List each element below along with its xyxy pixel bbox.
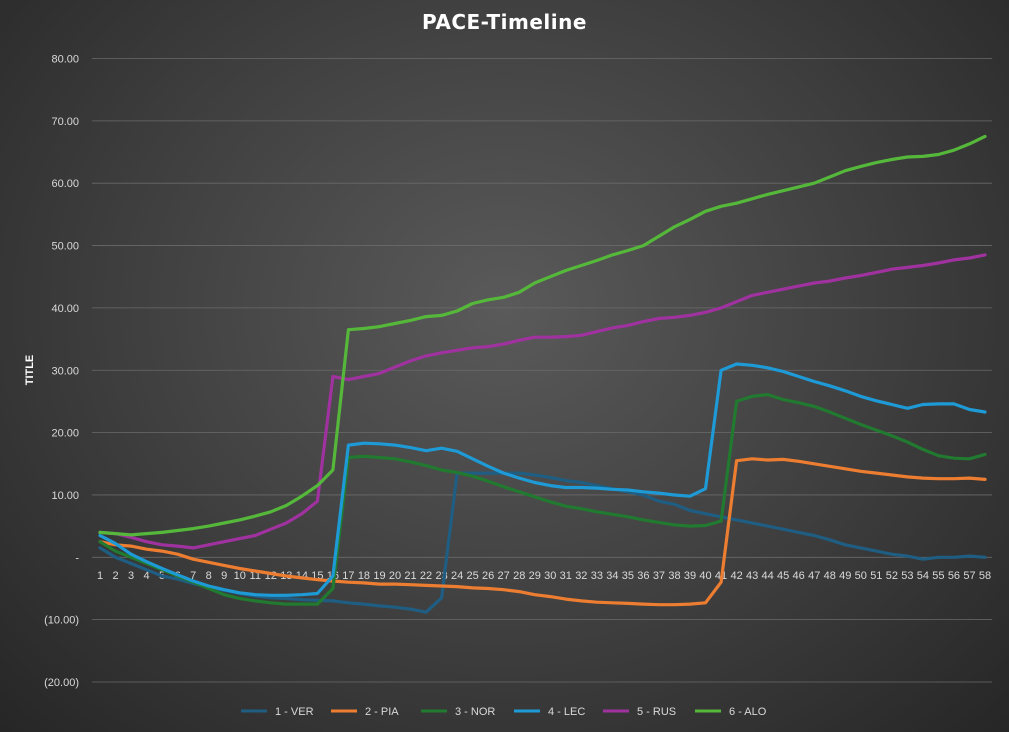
x-tick-label: 34	[606, 570, 618, 582]
x-tick-label: 19	[373, 570, 385, 582]
x-tick-label: 43	[746, 570, 758, 582]
x-tick-label: 57	[963, 570, 975, 582]
x-tick-label: 48	[824, 570, 836, 582]
y-tick-label: 80.00	[51, 54, 79, 66]
y-tick-label: 70.00	[51, 116, 79, 128]
x-tick-label: 46	[793, 570, 805, 582]
y-tick-label: -	[75, 552, 79, 564]
x-tick-label: 11	[250, 570, 261, 582]
series-line	[98, 134, 987, 537]
y-tick-label: 40.00	[51, 303, 79, 315]
x-tick-label: 58	[979, 570, 991, 582]
gridlines	[92, 58, 992, 683]
x-tick-label: 30	[544, 570, 556, 582]
x-tick-label: 53	[901, 570, 913, 582]
x-tick-label: 8	[206, 570, 212, 582]
legend-label: 6 - ALO	[729, 706, 767, 718]
x-tick-label: 38	[668, 570, 680, 582]
legend-label: 1 - VER	[275, 706, 314, 718]
x-tick-label: 4	[144, 570, 150, 582]
chart-title: PACE-Timeline	[422, 10, 587, 34]
x-tick-label: 54	[917, 570, 929, 582]
x-tick-label: 44	[762, 570, 774, 582]
y-tick-label: 10.00	[51, 490, 79, 502]
series-lines	[98, 134, 987, 614]
x-tick-label: 1	[97, 570, 103, 582]
x-tick-label: 47	[808, 570, 820, 582]
x-tick-label: 7	[190, 570, 196, 582]
x-tick-label: 39	[684, 570, 696, 582]
y-tick-label: 30.00	[51, 365, 79, 377]
x-tick-label: 20	[389, 570, 401, 582]
x-tick-label: 32	[575, 570, 587, 582]
x-tick-label: 37	[653, 570, 665, 582]
x-tick-label: 52	[886, 570, 898, 582]
x-tick-label: 2	[112, 570, 118, 582]
x-tick-label: 50	[855, 570, 867, 582]
legend-label: 5 - RUS	[637, 706, 676, 718]
legend-label: 3 - NOR	[455, 706, 495, 718]
x-tick-label: 17	[342, 570, 354, 582]
x-tick-label: 40	[699, 570, 711, 582]
legend: 1 - VER 2 - PIA 3 - NOR 4 - LEC 5 - RUS 6 - A…	[241, 706, 767, 718]
x-tick-label: 28	[513, 570, 525, 582]
x-tick-label: 26	[482, 570, 494, 582]
series-line	[98, 362, 987, 597]
x-tick-label: 42	[730, 570, 742, 582]
x-tick-label: 22	[420, 570, 432, 582]
y-axis-title: TITLE	[24, 355, 36, 386]
x-tick-label: 51	[870, 570, 882, 582]
x-tick-label: 29	[529, 570, 541, 582]
x-tick-label: 27	[498, 570, 510, 582]
x-tick-label: 56	[948, 570, 960, 582]
series-line	[98, 457, 987, 607]
x-tick-label: 3	[128, 570, 134, 582]
legend-label: 4 - LEC	[548, 706, 585, 718]
y-tick-label: (20.00)	[44, 677, 79, 689]
x-tick-label: 36	[637, 570, 649, 582]
x-tick-label: 55	[932, 570, 944, 582]
series-line	[98, 393, 987, 606]
series-line	[98, 253, 987, 550]
y-tick-label: 50.00	[51, 241, 79, 253]
x-axis-tick-labels: 1 2 3 4 5 6 7 8 9 10 11 12 13 14 15 16 17 18 19 20 21 22 23 24 2…	[97, 570, 991, 582]
legend-label: 2 - PIA	[365, 706, 399, 718]
x-tick-label: 9	[221, 570, 227, 582]
x-tick-label: 49	[839, 570, 851, 582]
x-tick-label: 25	[467, 570, 479, 582]
x-tick-label: 45	[777, 570, 789, 582]
x-tick-label: 24	[451, 570, 463, 582]
x-tick-label: 35	[622, 570, 634, 582]
y-tick-label: 20.00	[51, 428, 79, 440]
y-axis-tick-labels: 80.00 70.00 60.00 50.00 40.00 30.00 20.00 10.00…	[44, 54, 79, 690]
x-tick-label: 33	[591, 570, 603, 582]
y-tick-label: 60.00	[51, 178, 79, 190]
x-tick-label: 21	[404, 570, 416, 582]
y-tick-label: (10.00)	[44, 615, 79, 627]
x-tick-label: 31	[560, 570, 572, 582]
x-tick-label: 10	[234, 570, 246, 582]
x-tick-label: 18	[358, 570, 370, 582]
